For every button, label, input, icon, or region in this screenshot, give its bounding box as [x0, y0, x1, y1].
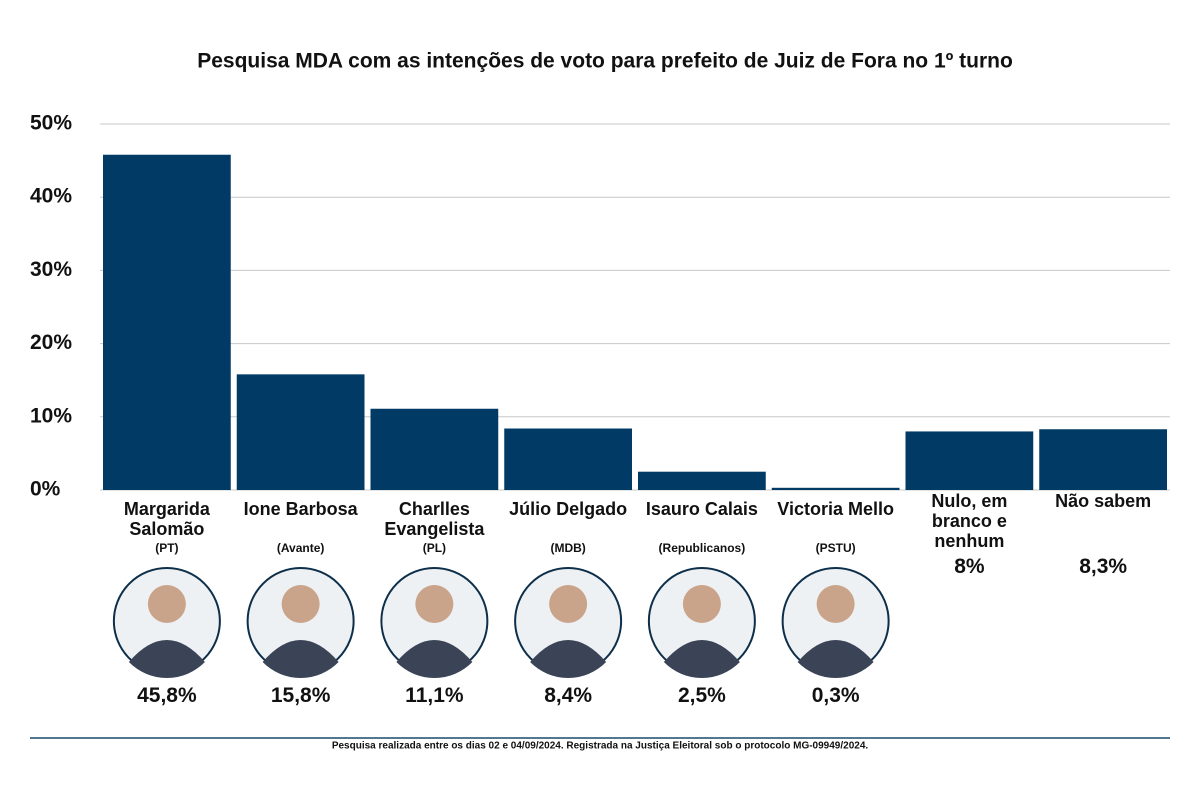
bar — [504, 428, 632, 490]
party-label: (PL) — [422, 541, 447, 555]
photo-body — [262, 640, 339, 679]
value-label: 8% — [954, 555, 985, 578]
party-label: (Avante) — [276, 541, 325, 555]
category-label: Victoria Mello — [777, 499, 894, 519]
photo-head — [415, 585, 454, 623]
category-label: Nulo, em branco e nenhum — [931, 491, 1008, 551]
category-label: Júlio Delgado — [509, 499, 628, 519]
bar — [236, 374, 365, 490]
photo-head — [549, 585, 588, 623]
photo-body — [797, 640, 874, 679]
value-label: 45,8% — [137, 684, 197, 707]
category-label: Margarida Salomão — [123, 499, 210, 539]
value-label: 15,8% — [270, 684, 331, 707]
value-label: 11,1% — [405, 684, 464, 707]
party-label: (PT) — [155, 541, 179, 555]
bar — [771, 487, 900, 490]
footnote: Pesquisa realizada entre os dias 02 e 04… — [332, 741, 869, 752]
photo-body — [128, 640, 205, 679]
party-label: (MDB) — [550, 541, 586, 555]
photo-body — [396, 640, 473, 679]
photo-head — [147, 585, 186, 623]
bar — [638, 471, 766, 490]
value-label: 8,3% — [1079, 555, 1128, 578]
chart-title: Pesquisa MDA com as intenções de voto pa… — [197, 50, 1013, 73]
party-label: (Republicanos) — [658, 541, 746, 555]
bar — [103, 154, 231, 490]
photo-head — [682, 585, 721, 623]
photo-body — [530, 640, 607, 679]
value-label: 8,4% — [544, 684, 593, 707]
y-tick-label: 0% — [30, 478, 61, 501]
party-label: (PSTU) — [815, 541, 856, 555]
value-label: 2,5% — [677, 684, 726, 707]
y-tick-label: 40% — [30, 185, 72, 208]
y-tick-label: 50% — [30, 112, 72, 135]
bar — [1039, 429, 1167, 490]
y-tick-label: 20% — [30, 331, 72, 354]
photo-head — [281, 585, 320, 623]
y-tick-label: 30% — [30, 258, 72, 281]
photo-body — [663, 640, 740, 679]
photo-head — [816, 585, 855, 623]
category-label: Não sabem — [1055, 491, 1152, 511]
category-label: Charlles Evangelista — [384, 499, 485, 539]
category-label: Isauro Calais — [645, 499, 758, 519]
bar — [905, 431, 1034, 490]
y-tick-label: 10% — [30, 404, 72, 427]
category-label: Ione Barbosa — [243, 499, 358, 519]
value-label: 0,3% — [811, 684, 860, 707]
bar — [370, 408, 499, 490]
